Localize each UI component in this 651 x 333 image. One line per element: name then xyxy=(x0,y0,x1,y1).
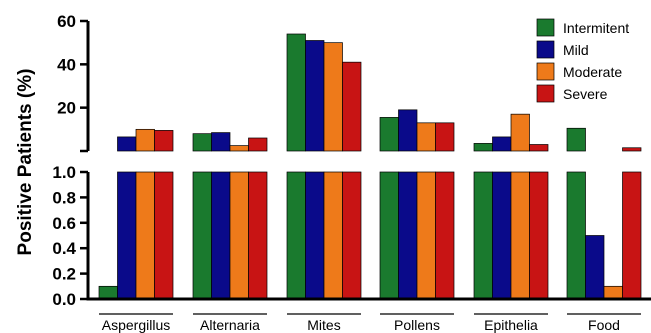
legend-swatch xyxy=(536,84,555,103)
bar xyxy=(135,171,155,300)
y-tick-label: 0.8 xyxy=(52,188,76,207)
bar xyxy=(622,147,642,152)
legend-label: Mild xyxy=(563,42,589,58)
y-tick-label: 0.6 xyxy=(52,214,76,233)
y-tick-label: 1.0 xyxy=(52,163,76,182)
bar xyxy=(529,144,549,152)
bar xyxy=(398,171,418,300)
bar xyxy=(510,171,530,300)
bar xyxy=(529,171,549,300)
y-tick-label: 0.2 xyxy=(52,265,76,284)
y-tick-label: 40 xyxy=(57,55,76,74)
bar xyxy=(229,171,249,300)
bar xyxy=(192,171,212,300)
bar xyxy=(603,285,623,300)
bar xyxy=(248,137,268,152)
bar xyxy=(286,33,306,152)
y-tick-label: 0.0 xyxy=(52,290,76,309)
bar xyxy=(117,136,137,152)
x-tick-label: Mites xyxy=(307,317,340,333)
x-tick-label: Food xyxy=(588,317,620,333)
bar xyxy=(492,171,512,300)
bar xyxy=(154,130,174,152)
bar xyxy=(211,132,231,152)
bar xyxy=(342,61,362,152)
bar xyxy=(416,122,436,152)
bar xyxy=(435,122,455,152)
bar xyxy=(473,171,493,300)
y-tick-label: 20 xyxy=(57,99,76,118)
bar xyxy=(305,40,325,152)
x-tick-label: Pollens xyxy=(394,317,440,333)
bar xyxy=(566,171,586,300)
bar xyxy=(248,171,268,300)
legend: Intermitent Mild Moderate Severe xyxy=(536,18,629,103)
x-tick-label: Aspergillus xyxy=(102,317,170,333)
bar xyxy=(435,171,455,300)
bar xyxy=(305,171,325,300)
bar xyxy=(379,117,399,152)
bar xyxy=(622,171,642,300)
bar xyxy=(154,171,174,300)
bar xyxy=(323,171,343,300)
x-tick-label: Epithelia xyxy=(484,317,538,333)
bars-layer xyxy=(98,33,642,300)
bar xyxy=(473,143,493,152)
legend-label: Intermitent xyxy=(563,20,629,36)
bar xyxy=(492,136,512,152)
bar xyxy=(229,145,249,152)
bar xyxy=(98,285,118,300)
bar xyxy=(342,171,362,300)
legend-label: Moderate xyxy=(563,64,622,80)
bar xyxy=(379,171,399,300)
y-axis-label: Positive Patients (%) xyxy=(15,69,36,256)
bar xyxy=(286,171,306,300)
bar xyxy=(566,127,586,152)
bar xyxy=(135,128,155,152)
bar xyxy=(585,235,605,300)
y-tick-label: 0.4 xyxy=(52,239,76,258)
legend-swatch xyxy=(536,40,555,59)
bar xyxy=(117,171,137,300)
bar xyxy=(323,42,343,152)
x-tick-label: Alternaria xyxy=(200,317,260,333)
legend-swatch xyxy=(536,18,555,37)
bar xyxy=(416,171,436,300)
y-tick-label: 60 xyxy=(57,12,76,31)
axes-layer: 20 40 60 0.0 0.2 0.4 0.6 0.8 1.0 Aspergillus Alter… xyxy=(52,12,651,333)
bar xyxy=(398,109,418,152)
legend-swatch xyxy=(536,62,555,81)
legend-label: Severe xyxy=(563,86,608,102)
bar xyxy=(211,171,231,300)
bar xyxy=(192,133,212,152)
bar xyxy=(510,113,530,152)
